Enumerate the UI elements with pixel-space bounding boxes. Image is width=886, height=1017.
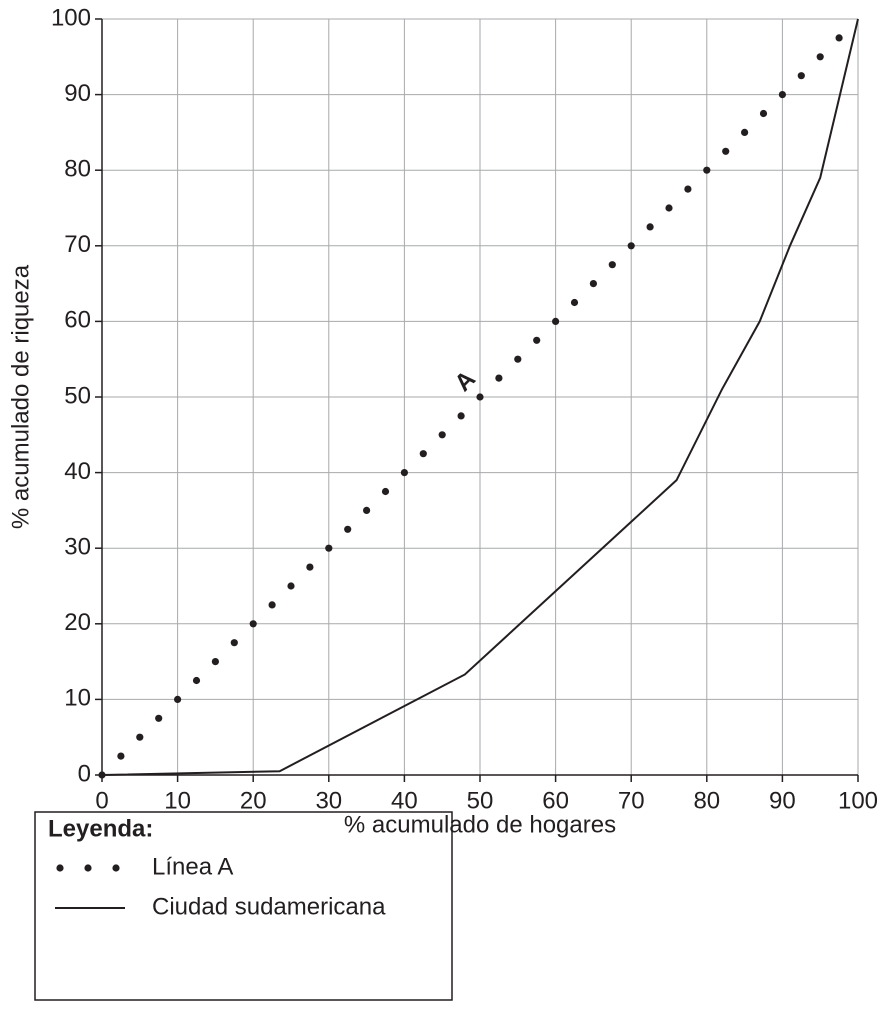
legend-marker [112, 864, 120, 872]
dot [268, 601, 276, 609]
x-tick-label: 60 [542, 787, 569, 814]
dot [741, 128, 749, 136]
x-tick-label: 10 [164, 787, 191, 814]
x-tick-label: 30 [315, 787, 342, 814]
dot [117, 752, 125, 760]
dot [816, 53, 824, 61]
x-axis-label: % acumulado de hogares [344, 811, 616, 838]
dot [759, 109, 768, 118]
legend-label: Ciudad sudamericana [152, 893, 386, 920]
y-tick-label: 90 [64, 80, 91, 107]
dot [835, 34, 843, 42]
x-tick-label: 100 [838, 787, 878, 814]
dot [325, 544, 333, 552]
dot [457, 412, 465, 420]
dot [344, 525, 352, 533]
dot [608, 261, 616, 269]
x-tick-label: 0 [95, 787, 108, 814]
dot [381, 487, 390, 496]
dot [136, 733, 144, 741]
annotation: A [450, 366, 481, 397]
y-tick-label: 50 [64, 382, 91, 409]
x-tick-label: 20 [240, 787, 267, 814]
dot [192, 676, 201, 685]
y-axis-label: % acumulado de riqueza [7, 264, 34, 529]
dot [797, 72, 805, 80]
dot [363, 506, 371, 514]
dot [211, 658, 219, 666]
line [101, 18, 859, 776]
y-tick-label: 20 [64, 609, 91, 636]
y-tick-label: 0 [78, 760, 91, 787]
dot [665, 204, 673, 212]
dot [703, 166, 711, 174]
dot [589, 280, 598, 288]
dot [533, 336, 541, 344]
y-tick-label: 60 [64, 307, 91, 334]
y-tick-label: 40 [64, 458, 91, 485]
dot [495, 374, 503, 382]
y-tick-label: 10 [64, 685, 91, 712]
dot [438, 431, 446, 439]
dot [249, 620, 257, 628]
dot [570, 298, 579, 307]
legend-title: Leyenda: [48, 815, 153, 842]
dot [230, 639, 238, 647]
y-tick-label: 30 [64, 534, 91, 561]
dot [627, 242, 635, 250]
dot [552, 317, 560, 325]
dot [778, 91, 787, 99]
x-tick-label: 90 [769, 787, 796, 814]
dot [287, 582, 295, 590]
y-tick-label: 100 [51, 4, 91, 31]
dot [174, 695, 182, 704]
legend-marker [56, 864, 64, 872]
legend-box [34, 811, 453, 1001]
x-tick-label: 40 [391, 787, 418, 814]
dot [306, 563, 314, 571]
dot [684, 185, 692, 193]
legend-marker [84, 864, 92, 872]
dot [514, 355, 522, 363]
dot [722, 147, 730, 155]
y-tick-label: 80 [64, 156, 91, 183]
dot [400, 469, 408, 477]
x-tick-label: 80 [693, 787, 720, 814]
legend-label: Línea A [152, 853, 233, 880]
dot [155, 714, 163, 722]
y-tick-label: 70 [64, 231, 91, 258]
dot [476, 393, 484, 401]
x-tick-label: 70 [618, 787, 645, 814]
dot [646, 223, 654, 231]
x-tick-label: 50 [467, 787, 494, 814]
dot [419, 450, 427, 458]
